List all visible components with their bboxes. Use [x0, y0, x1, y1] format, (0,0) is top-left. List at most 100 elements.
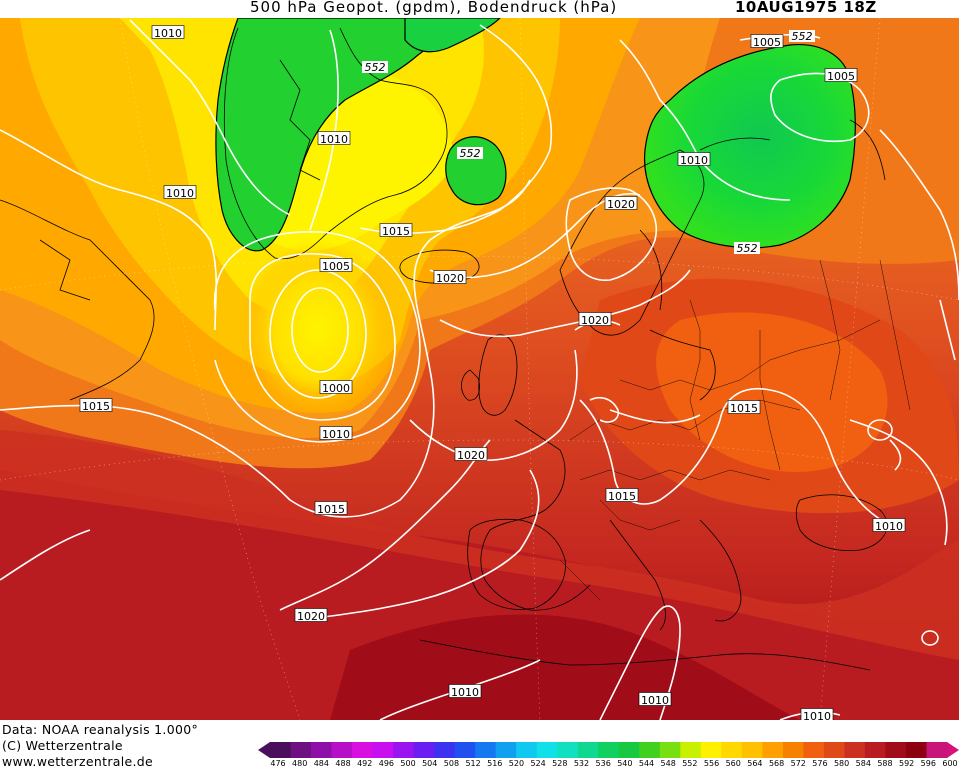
isobar-label-text: 1020 [581, 314, 609, 327]
scale-swatch [352, 742, 374, 758]
isobar-label-text: 1015 [317, 503, 345, 516]
isobar-label-text: 1020 [457, 449, 485, 462]
scale-arrow-left [258, 742, 270, 758]
scale-tick-label: 596 [920, 759, 936, 768]
isobar-label: 1020 [433, 270, 467, 285]
scale-tick-label: 488 [335, 759, 351, 768]
isobar-label: 1005 [319, 258, 353, 273]
isobar-label-text: 1005 [753, 36, 781, 49]
scale-tick-label: 576 [812, 759, 828, 768]
scale-swatch [905, 742, 927, 758]
scale-tick-label: 492 [357, 759, 373, 768]
isobar-label: 1010 [448, 684, 482, 699]
color-scale-ticks: 476 480 484 488 492 496 500 504 508 512 516 520 524 5… [270, 759, 959, 769]
scale-tick-label: 544 [638, 759, 655, 768]
scale-tick-label: 496 [378, 759, 395, 768]
field-low-centre [238, 240, 398, 420]
scale-tick-label: 532 [573, 759, 590, 768]
isobar-label: 1015 [605, 488, 639, 503]
scale-swatch [413, 742, 435, 758]
height-label: 552 [734, 242, 760, 255]
scale-swatch [372, 742, 394, 758]
scale-tick-label: 584 [855, 759, 871, 768]
scale-swatch [598, 742, 620, 758]
scale-tick-label: 560 [725, 759, 741, 768]
scale-arrow-right [947, 742, 959, 758]
scale-swatch [454, 742, 476, 758]
chart-title: 500 hPa Geopot. (gpdm), Bodendruck (hPa) [250, 0, 618, 16]
isobar-label: 1010 [317, 131, 351, 146]
scale-swatch [270, 742, 292, 758]
isobar-label: 1020 [454, 447, 488, 462]
isobar-label-text: 1015 [608, 490, 636, 503]
isobar-label-text: 1015 [382, 225, 410, 238]
scale-tick-label: 524 [530, 759, 546, 768]
isobar-label: 1015 [727, 400, 761, 415]
isobar-label-text: 1010 [154, 27, 182, 40]
isobar-label: 1010 [151, 25, 185, 40]
height-label-text: 552 [460, 147, 481, 160]
scale-tick-label: 512 [465, 759, 481, 768]
scale-swatch [700, 742, 722, 758]
isobar-label: 1020 [604, 196, 638, 211]
scale-swatch [823, 742, 845, 758]
scale-tick-label: 580 [833, 759, 850, 768]
isobar-label-text: 1020 [607, 198, 635, 211]
scale-swatch [393, 742, 415, 758]
field-584-band [0, 430, 959, 660]
scale-swatch [536, 742, 558, 758]
scale-swatch [557, 742, 579, 758]
scale-swatch [762, 742, 784, 758]
scale-swatch [290, 742, 312, 758]
isobar-label-text: 1005 [827, 70, 855, 83]
scale-tick-label: 536 [595, 759, 611, 768]
footer-website: www.wetterzentrale.de [2, 754, 153, 769]
scale-swatch [639, 742, 661, 758]
isobar-label: 1010 [163, 185, 197, 200]
height-label-text: 552 [737, 242, 758, 255]
scale-tick-label: 600 [942, 759, 958, 768]
isobar-label: 1005 [750, 34, 784, 49]
scale-swatch [311, 742, 333, 758]
scale-swatch [475, 742, 497, 758]
chart-datetime: 10AUG1975 18Z [735, 0, 877, 16]
scale-tick-label: 528 [552, 759, 568, 768]
scale-swatch [926, 742, 948, 758]
height-labels: 552 552 552 552 [362, 30, 815, 255]
isobar-label: 1020 [578, 312, 612, 327]
isobar-label: 1010 [638, 692, 672, 707]
scale-tick-label: 520 [508, 759, 525, 768]
scale-swatch [803, 742, 825, 758]
isobar-label-text: 1020 [297, 610, 325, 623]
scale-tick-label: 516 [487, 759, 503, 768]
isobar-label-text: 1010 [451, 686, 479, 699]
isobar-label-text: 1000 [322, 382, 350, 395]
scale-swatch [741, 742, 763, 758]
scale-swatch [577, 742, 599, 758]
scale-swatch [434, 742, 456, 758]
scale-swatch [885, 742, 907, 758]
scale-swatch [680, 742, 702, 758]
isobar-label-text: 1015 [730, 402, 758, 415]
scale-tick-label: 504 [422, 759, 438, 768]
color-scale-bar [258, 742, 959, 758]
isobar-label: 1015 [379, 223, 413, 238]
isobar-label-text: 1015 [82, 400, 110, 413]
scale-tick-label: 564 [747, 759, 763, 768]
height-label: 552 [789, 30, 815, 43]
isobar-label: 1015 [314, 501, 348, 516]
scale-tick-label: 484 [313, 759, 329, 768]
height-label-text: 552 [792, 30, 813, 43]
isobar-label-text: 1020 [436, 272, 464, 285]
isobar-label: 1015 [79, 398, 113, 413]
scale-tick-label: 552 [682, 759, 698, 768]
scale-tick-label: 500 [400, 759, 416, 768]
isobar-label-text: 1010 [641, 694, 669, 707]
isobar-label: 1010 [677, 152, 711, 167]
scale-tick-label: 588 [877, 759, 893, 768]
isobar-label-text: 1010 [875, 520, 903, 533]
isobar-label: 1010 [800, 708, 834, 720]
isobar-label: 1005 [824, 68, 858, 83]
scale-tick-label: 480 [292, 759, 308, 768]
scale-tick-label: 572 [790, 759, 806, 768]
